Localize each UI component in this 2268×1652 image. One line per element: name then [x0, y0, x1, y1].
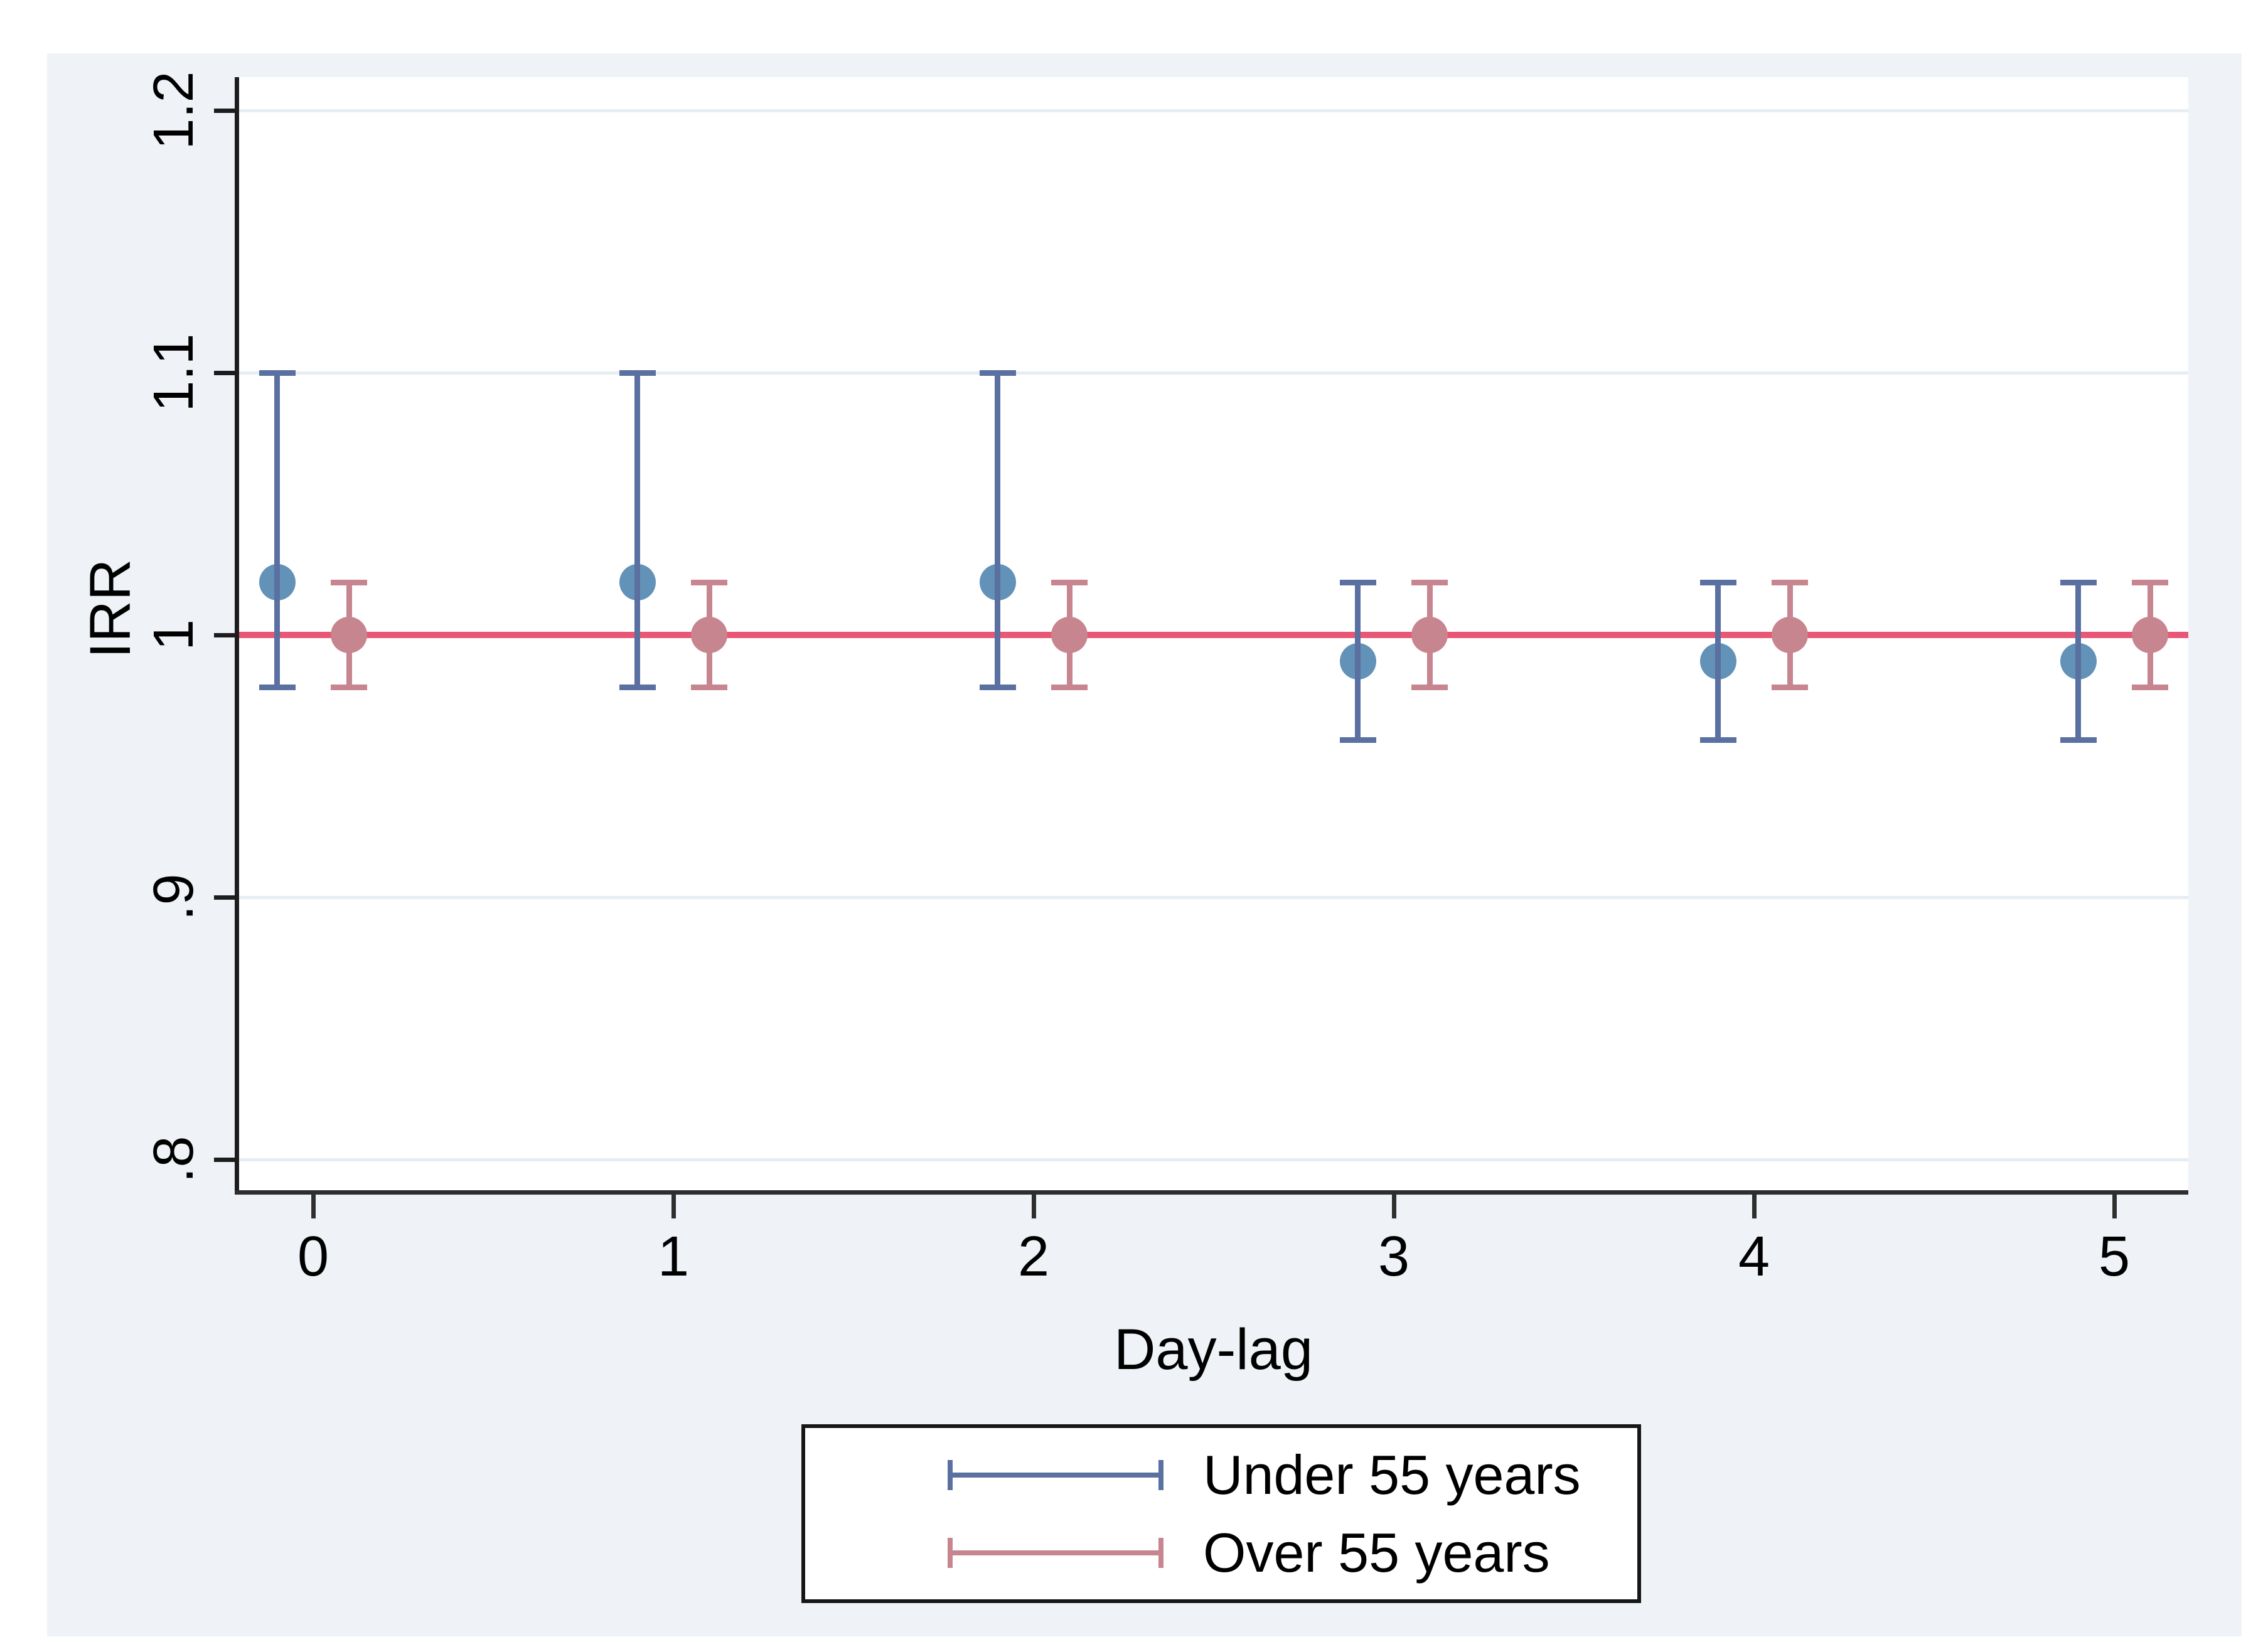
error-bar-cap-top — [1411, 579, 1448, 585]
legend-label: Over 55 years — [1203, 1521, 1550, 1584]
legend-errorbar-symbol-cap-right — [1158, 1538, 1163, 1568]
reference-line — [238, 632, 2188, 638]
error-bar-line — [995, 373, 1001, 688]
error-bar-cap-bottom — [1699, 737, 1736, 743]
gridline — [238, 1158, 2188, 1161]
y-tick — [214, 895, 238, 900]
error-bar-cap-bottom — [2132, 685, 2169, 691]
x-tick — [1391, 1195, 1396, 1218]
error-bar-cap-top — [259, 370, 296, 376]
x-tick-label: 1 — [657, 1225, 690, 1288]
error-bar-cap-bottom — [1051, 685, 1088, 691]
x-tick — [671, 1195, 676, 1218]
error-bar-cap-top — [979, 370, 1016, 376]
y-tick — [214, 108, 238, 113]
legend-label: Under 55 years — [1203, 1444, 1581, 1506]
legend-errorbar-symbol-cap-left — [948, 1460, 953, 1490]
error-bar-line — [1787, 582, 1793, 688]
error-bar-cap-bottom — [1772, 685, 1809, 691]
error-bar-line — [1355, 582, 1361, 740]
error-bar-cap-top — [2132, 579, 2169, 585]
x-tick-label: 3 — [1377, 1225, 1410, 1288]
error-bar-line — [1066, 582, 1072, 688]
x-tick-label: 5 — [2098, 1225, 2131, 1288]
legend-errorbar-symbol-line — [948, 1473, 1163, 1478]
gridline — [238, 109, 2188, 112]
y-tick-label: 1 — [142, 619, 205, 651]
error-bar-cap-bottom — [1339, 737, 1376, 743]
y-tick-label: 1.2 — [142, 71, 205, 150]
error-bar-line — [2075, 582, 2082, 740]
x-tick-label: 2 — [1017, 1225, 1050, 1288]
error-bar-cap-bottom — [259, 685, 296, 691]
error-bar-cap-top — [2060, 579, 2097, 585]
x-tick — [1031, 1195, 1036, 1218]
error-bar-cap-top — [1051, 579, 1088, 585]
error-bar-line — [634, 373, 641, 688]
legend-errorbar-symbol-cap-right — [1158, 1460, 1163, 1490]
y-tick — [214, 632, 238, 637]
y-tick-label: .9 — [142, 873, 205, 921]
error-bar-line — [2147, 582, 2153, 688]
error-bar-cap-top — [1699, 579, 1736, 585]
error-bar-cap-bottom — [691, 685, 728, 691]
x-axis-line — [235, 1190, 2188, 1195]
error-bar-cap-bottom — [979, 685, 1016, 691]
x-tick — [1752, 1195, 1757, 1218]
error-bar-line — [274, 373, 281, 688]
x-tick — [311, 1195, 316, 1218]
error-bar-cap-top — [691, 579, 728, 585]
y-tick — [214, 1157, 238, 1162]
legend-errorbar-symbol-line — [948, 1550, 1163, 1555]
x-tick-label: 0 — [297, 1225, 329, 1288]
error-bar-cap-bottom — [2060, 737, 2097, 743]
error-bar-cap-bottom — [331, 685, 368, 691]
y-tick-label: .8 — [142, 1136, 205, 1183]
error-bar-cap-top — [619, 370, 656, 376]
error-bar-cap-top — [1339, 579, 1376, 585]
y-tick — [214, 370, 238, 375]
error-bar-cap-bottom — [1411, 685, 1448, 691]
error-bar-cap-top — [331, 579, 368, 585]
y-axis-title: IRR — [78, 558, 142, 659]
legend-errorbar-symbol-cap-left — [948, 1538, 953, 1568]
error-bar-line — [1715, 582, 1721, 740]
y-tick-label: 1.1 — [142, 333, 205, 412]
x-tick-label: 4 — [1738, 1225, 1770, 1288]
x-tick — [2112, 1195, 2117, 1218]
gridline — [238, 371, 2188, 375]
error-bar-cap-top — [1772, 579, 1809, 585]
error-bar-line — [706, 582, 712, 688]
error-bar-line — [346, 582, 352, 688]
gridline — [238, 895, 2188, 899]
legend: Under 55 years Over 55 years — [801, 1424, 1641, 1603]
error-bar-line — [1426, 582, 1433, 688]
error-bar-cap-bottom — [619, 685, 656, 691]
y-axis-line — [235, 77, 239, 1195]
x-axis-title: Day-lag — [1113, 1318, 1313, 1382]
